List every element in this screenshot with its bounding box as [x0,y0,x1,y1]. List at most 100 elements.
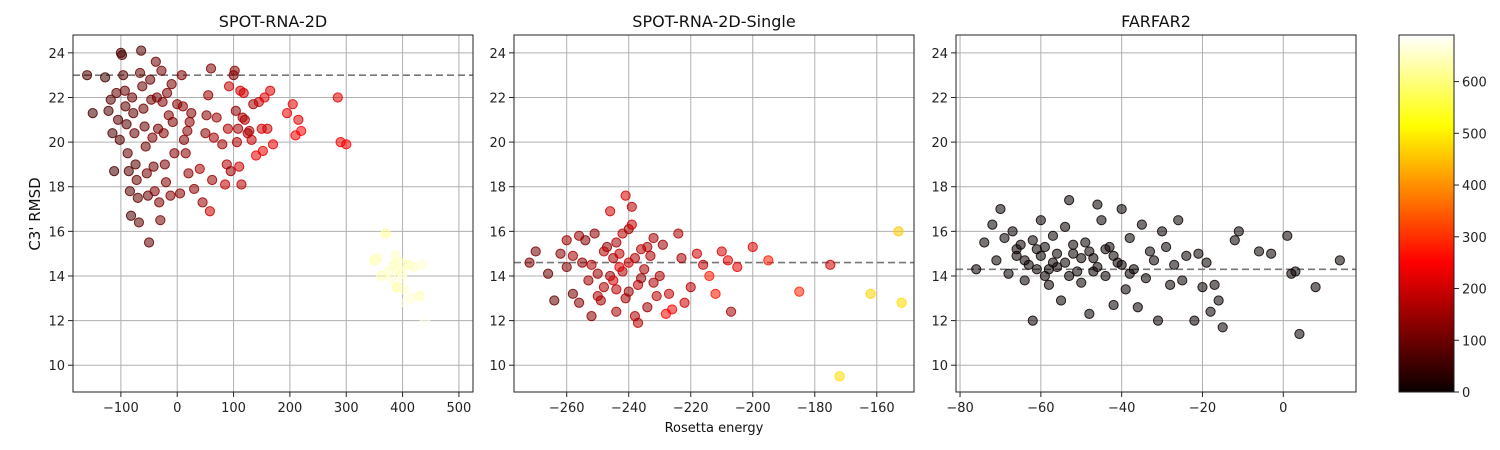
data-point [149,186,160,197]
data-point [296,125,307,137]
data-point [574,230,585,241]
data-point [577,257,588,268]
data-point [150,56,161,67]
data-point [112,114,124,125]
tick-labels: −80 −60 −40 −20 0 10 12 14 16 18 20 22 24 [931,47,1287,416]
data-point [763,255,774,266]
data-point [169,148,180,159]
data-point [642,241,653,253]
data-point [1177,275,1188,286]
data-point [1165,279,1176,290]
data-point [691,248,703,259]
data-point [611,237,622,248]
data-point [257,145,268,157]
data-point [629,253,641,264]
data-point [679,297,690,308]
data-point [130,159,141,170]
data-point [262,123,273,134]
data-point [114,134,125,145]
data-point [1213,295,1224,306]
x-tick-label: −260 [549,401,585,416]
data-point [398,284,409,295]
y-tick-label: 10 [489,359,506,374]
data-point [133,217,145,228]
data-point [698,259,709,270]
data-point [408,261,419,273]
data-point [1233,226,1244,237]
data-point [1201,257,1212,268]
data-point [178,134,190,145]
data-point [1193,248,1204,259]
colorbar: 0 100 200 300 400 500 600 [1398,34,1487,401]
tick-labels: −260 −240 −220 −200 −180 −160 10 12 14 16 18 20 22 24 [489,47,894,416]
colorbar-tick-label: 100 [1462,334,1487,349]
data-point [1169,259,1180,270]
data-point [589,228,600,239]
data-point [555,248,566,259]
data-point [166,78,177,90]
data-point [1108,250,1119,261]
data-point [265,85,276,96]
data-point [1181,250,1192,261]
data-point [109,166,120,177]
colorbar-tick-label: 0 [1462,386,1470,401]
data-point [1282,230,1293,241]
data-point [1294,328,1305,340]
data-point [1173,215,1184,226]
data-point [211,112,222,123]
colorbar-gradient [1398,34,1455,393]
data-point [747,241,758,253]
data-point [287,99,298,110]
x-tick-label: −60 [1027,401,1054,416]
data-point [1051,248,1063,259]
data-point [987,219,998,230]
data-point [617,228,628,239]
data-point [189,183,200,195]
data-point [180,148,191,159]
data-point [1209,279,1220,290]
data-point [1027,235,1038,246]
data-point [137,81,148,92]
data-point [281,107,293,119]
data-point [397,273,408,284]
data-point [116,49,128,61]
x-tick-label: 200 [277,401,302,416]
data-point [158,128,169,139]
data-point [543,268,554,279]
data-point [293,114,304,125]
data-point [639,264,650,275]
y-tick-label: 24 [931,47,948,62]
data-point [220,179,231,190]
colorbar-tick-label: 600 [1462,76,1487,91]
panel-title: FARFAR2 [1121,12,1191,31]
data-point [648,277,659,288]
data-point [417,259,428,270]
data-point [586,311,597,322]
data-point [157,96,168,108]
data-point [1217,322,1228,333]
data-point [123,166,134,177]
x-tick-label: −20 [1189,401,1216,416]
y-tick-label: 18 [931,181,948,196]
data-point [1019,275,1030,286]
data-point [194,163,205,174]
scatter-points [81,45,431,326]
data-point [1019,255,1030,266]
data-point [611,284,622,295]
data-point [100,72,111,83]
tick-labels: −100 0 100 200 300 400 500 10 12 14 16 18 20 22 24 [48,47,471,416]
data-point [794,286,805,297]
data-point [1290,266,1301,277]
data-point [1047,230,1059,241]
data-point [632,317,644,328]
colorbar-tick-label: 500 [1462,127,1487,142]
y-tick-label: 20 [48,136,65,151]
data-point [1007,226,1018,237]
data-point [1039,241,1050,253]
data-point [239,114,250,125]
data-point [132,192,143,203]
data-point [203,90,214,101]
data-point [1072,266,1083,277]
y-tick-label: 10 [48,359,65,374]
x-tick-label: −40 [1108,401,1135,416]
